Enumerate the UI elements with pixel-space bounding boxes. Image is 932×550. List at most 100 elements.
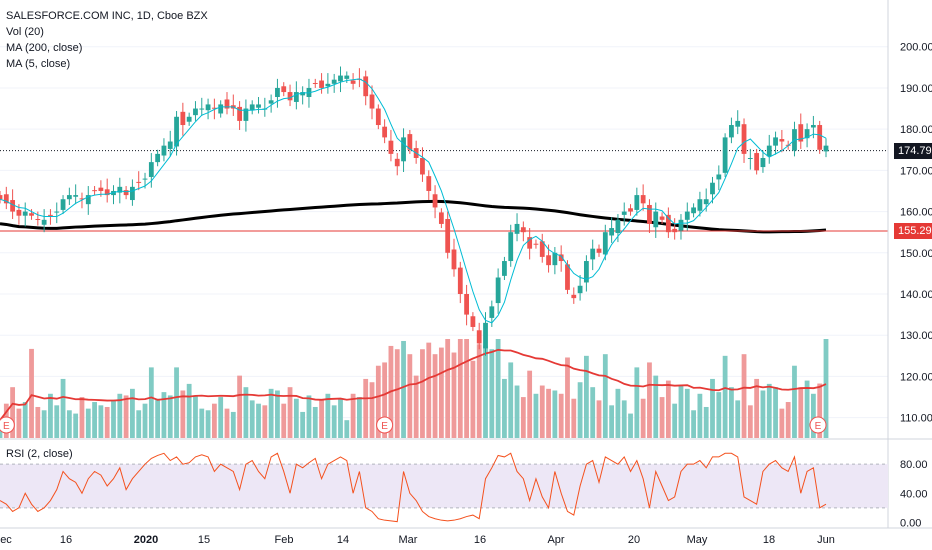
time-tick-label: 14 bbox=[337, 534, 349, 546]
volume-bar bbox=[558, 393, 564, 438]
volume-bar bbox=[92, 402, 97, 438]
volume-bar bbox=[451, 352, 457, 438]
legend-vol[interactable]: Vol (20) bbox=[6, 26, 44, 38]
volume-bar bbox=[205, 410, 211, 438]
candle-body bbox=[331, 79, 337, 84]
price-tick-label: 200.00 bbox=[900, 42, 932, 54]
candle-body bbox=[596, 248, 602, 253]
volume-bar bbox=[394, 349, 400, 438]
candle-body bbox=[16, 209, 22, 216]
volume-bar bbox=[375, 365, 381, 438]
volume-bar bbox=[577, 382, 583, 438]
price-axis[interactable]: 200.00 190.00 180.00 170.00 160.00 150.00 140.… bbox=[900, 42, 932, 425]
candle-body bbox=[338, 75, 343, 82]
candle-body bbox=[287, 92, 293, 101]
candle-body bbox=[804, 129, 810, 139]
candle-body bbox=[136, 181, 142, 183]
candle-body bbox=[514, 223, 520, 234]
volume-bar bbox=[218, 397, 224, 438]
volume-bar bbox=[571, 398, 577, 438]
price-tick-label: 120.00 bbox=[900, 371, 932, 383]
candle-body bbox=[527, 237, 533, 249]
volume-bar bbox=[174, 367, 179, 438]
volume-bar bbox=[180, 390, 186, 438]
volume-bar bbox=[155, 398, 161, 438]
legend-ma5[interactable]: MA (5, close) bbox=[6, 58, 71, 70]
candle-body bbox=[161, 145, 167, 156]
time-tick-label: 20 bbox=[628, 534, 640, 546]
candle-body bbox=[710, 182, 715, 195]
volume-bar bbox=[672, 403, 678, 438]
volume-bar bbox=[104, 406, 110, 438]
time-axis[interactable]: ec 16 2020 15 Feb 14 Mar 16 Apr 20 May 18 Jun bbox=[0, 534, 835, 546]
volume-bar bbox=[634, 367, 640, 438]
price-tick-label: 150.00 bbox=[900, 248, 932, 260]
symbol-title[interactable]: SALESFORCE.COM INC, 1D, Cboe BZX bbox=[6, 10, 208, 22]
volume-bar bbox=[111, 400, 116, 438]
earnings-marker-label: E bbox=[3, 421, 10, 432]
volume-bar bbox=[319, 400, 324, 438]
rsi-axis[interactable]: 80.00 40.00 0.00 bbox=[900, 459, 928, 529]
volume-bar bbox=[684, 388, 690, 438]
candle-body bbox=[798, 124, 804, 142]
earnings-marker-icon bbox=[376, 416, 394, 434]
candle-body bbox=[445, 218, 451, 253]
candle-body bbox=[10, 200, 16, 212]
candle-body bbox=[615, 219, 621, 234]
candle-body bbox=[722, 137, 728, 173]
volume-bar bbox=[470, 360, 476, 438]
candle-body bbox=[489, 306, 495, 318]
volume-bar bbox=[615, 388, 621, 438]
time-tick-label: May bbox=[687, 534, 708, 546]
hline-price-tag: 155.29 bbox=[894, 222, 932, 239]
candle-body bbox=[703, 199, 709, 205]
candle-body bbox=[325, 83, 331, 87]
candle-body bbox=[243, 108, 249, 121]
volume-bar bbox=[249, 400, 255, 438]
volume-bar bbox=[306, 395, 312, 438]
rsi-guide-lines bbox=[0, 463, 888, 509]
candle-body bbox=[3, 194, 9, 204]
volume-bar bbox=[312, 406, 318, 438]
time-tick-label: Feb bbox=[275, 534, 294, 546]
candle-body bbox=[665, 214, 671, 233]
volume-bar bbox=[161, 392, 167, 438]
candle-body bbox=[539, 241, 545, 257]
volume-bar bbox=[29, 348, 34, 438]
volume-bar bbox=[438, 347, 444, 438]
candle-body bbox=[54, 211, 60, 213]
volume-bar bbox=[489, 349, 495, 438]
volume-bar bbox=[382, 362, 388, 438]
candle-body bbox=[73, 195, 79, 197]
candle-body bbox=[205, 104, 211, 111]
legend-rsi[interactable]: RSI (2, close) bbox=[6, 448, 73, 460]
candle-body bbox=[29, 213, 34, 216]
candle-body bbox=[237, 106, 243, 121]
volume-bar bbox=[785, 402, 791, 438]
candle-body bbox=[92, 190, 97, 192]
candle-body bbox=[382, 126, 388, 138]
legend-ma200[interactable]: MA (200, close) bbox=[6, 42, 83, 54]
candle-body bbox=[249, 104, 255, 111]
volume-bar bbox=[79, 397, 85, 438]
candle-body bbox=[502, 261, 507, 276]
volume-bar bbox=[628, 413, 633, 438]
volume-bar bbox=[426, 342, 432, 438]
candle-body bbox=[275, 87, 280, 98]
volume-bar bbox=[565, 357, 570, 438]
volume-bar bbox=[703, 406, 709, 438]
candle-body bbox=[508, 232, 514, 262]
volume-bar bbox=[186, 383, 192, 438]
ma5-line bbox=[0, 78, 827, 324]
candle-body bbox=[369, 94, 375, 109]
volume-bar bbox=[533, 393, 539, 438]
candle-body bbox=[218, 104, 224, 114]
volume-bar bbox=[640, 398, 646, 438]
candle-body bbox=[60, 199, 66, 210]
last-price-tag: 174.79 bbox=[894, 142, 932, 159]
volume-bar bbox=[54, 405, 60, 438]
candle-body bbox=[735, 120, 741, 127]
volume-bar bbox=[823, 339, 829, 438]
